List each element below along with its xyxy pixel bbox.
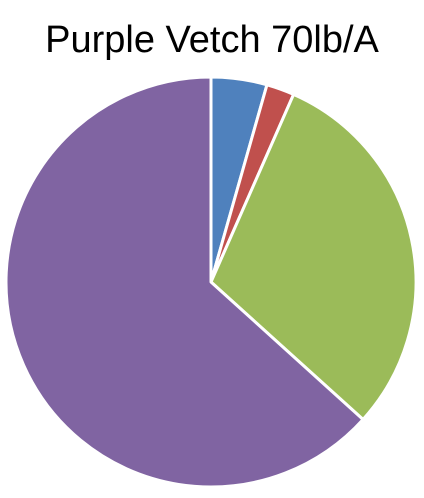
pie-slice-4 xyxy=(4,75,365,489)
pie-slice-3 xyxy=(209,92,418,421)
pie-slices xyxy=(4,75,418,489)
chart-title: Purple Vetch 70lb/A xyxy=(45,19,379,61)
